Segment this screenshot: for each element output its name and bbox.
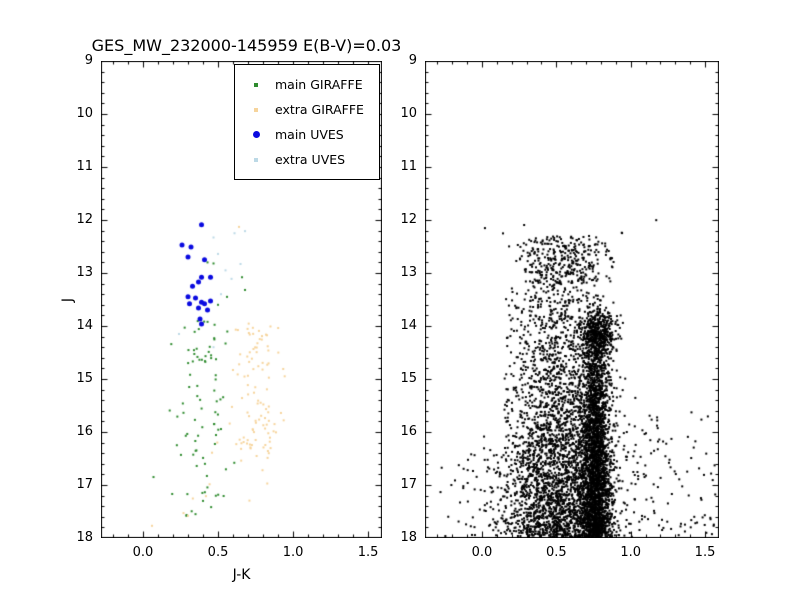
y-tick-label: 16	[76, 424, 93, 439]
right-cmd-panel	[425, 61, 719, 538]
y-tick-label: 10	[400, 106, 417, 121]
y-tick-label: 18	[400, 530, 417, 545]
x-tick-label: 0.0	[471, 545, 493, 560]
legend-item: main UVES	[243, 122, 369, 147]
legend-circle-marker-icon	[252, 131, 260, 138]
y-tick-label: 9	[84, 53, 93, 68]
legend-square-marker-icon	[254, 107, 258, 112]
right-scatter-canvas	[425, 61, 719, 538]
y-tick-label: 16	[400, 424, 417, 439]
y-tick-label: 13	[76, 265, 93, 280]
legend-label: extra GIRAFFE	[275, 102, 364, 117]
x-tick-label: 1.0	[282, 545, 304, 560]
y-tick-label: 13	[400, 265, 417, 280]
legend-square-marker-icon	[254, 157, 258, 162]
y-tick-label: 14	[76, 318, 93, 333]
x-tick-label: 0.5	[545, 545, 567, 560]
x-tick-label: 0.5	[207, 545, 229, 560]
legend-item: main GIRAFFE	[243, 72, 369, 97]
y-tick-label: 12	[76, 212, 93, 227]
y-tick-label: 11	[76, 159, 93, 174]
x-tick-label: 1.5	[694, 545, 716, 560]
x-tick-label: 0.0	[132, 545, 154, 560]
y-tick-label: 12	[400, 212, 417, 227]
y-tick-label: 10	[76, 106, 93, 121]
y-axis-label: J	[60, 297, 76, 302]
figure-title: GES_MW_232000-145959 E(B-V)=0.03	[91, 36, 402, 55]
y-tick-label: 9	[408, 53, 417, 68]
legend-item: extra GIRAFFE	[243, 97, 369, 122]
y-tick-label: 14	[400, 318, 417, 333]
y-tick-label: 15	[76, 371, 93, 386]
legend-item: extra UVES	[243, 147, 369, 172]
y-tick-label: 18	[76, 530, 93, 545]
legend-box: main GIRAFFE extra GIRAFFE main UVES extra …	[234, 64, 380, 180]
legend-label: extra UVES	[275, 152, 346, 167]
legend-label: main UVES	[275, 127, 344, 142]
x-tick-label: 1.0	[620, 545, 641, 560]
y-tick-label: 17	[76, 477, 93, 492]
legend-square-marker-icon	[254, 82, 258, 87]
legend-label: main GIRAFFE	[275, 77, 363, 92]
x-axis-label: J-K	[232, 567, 251, 583]
y-tick-label: 15	[400, 371, 417, 386]
x-tick-label: 1.5	[357, 545, 379, 560]
y-tick-label: 11	[400, 159, 417, 174]
y-tick-label: 17	[400, 477, 417, 492]
